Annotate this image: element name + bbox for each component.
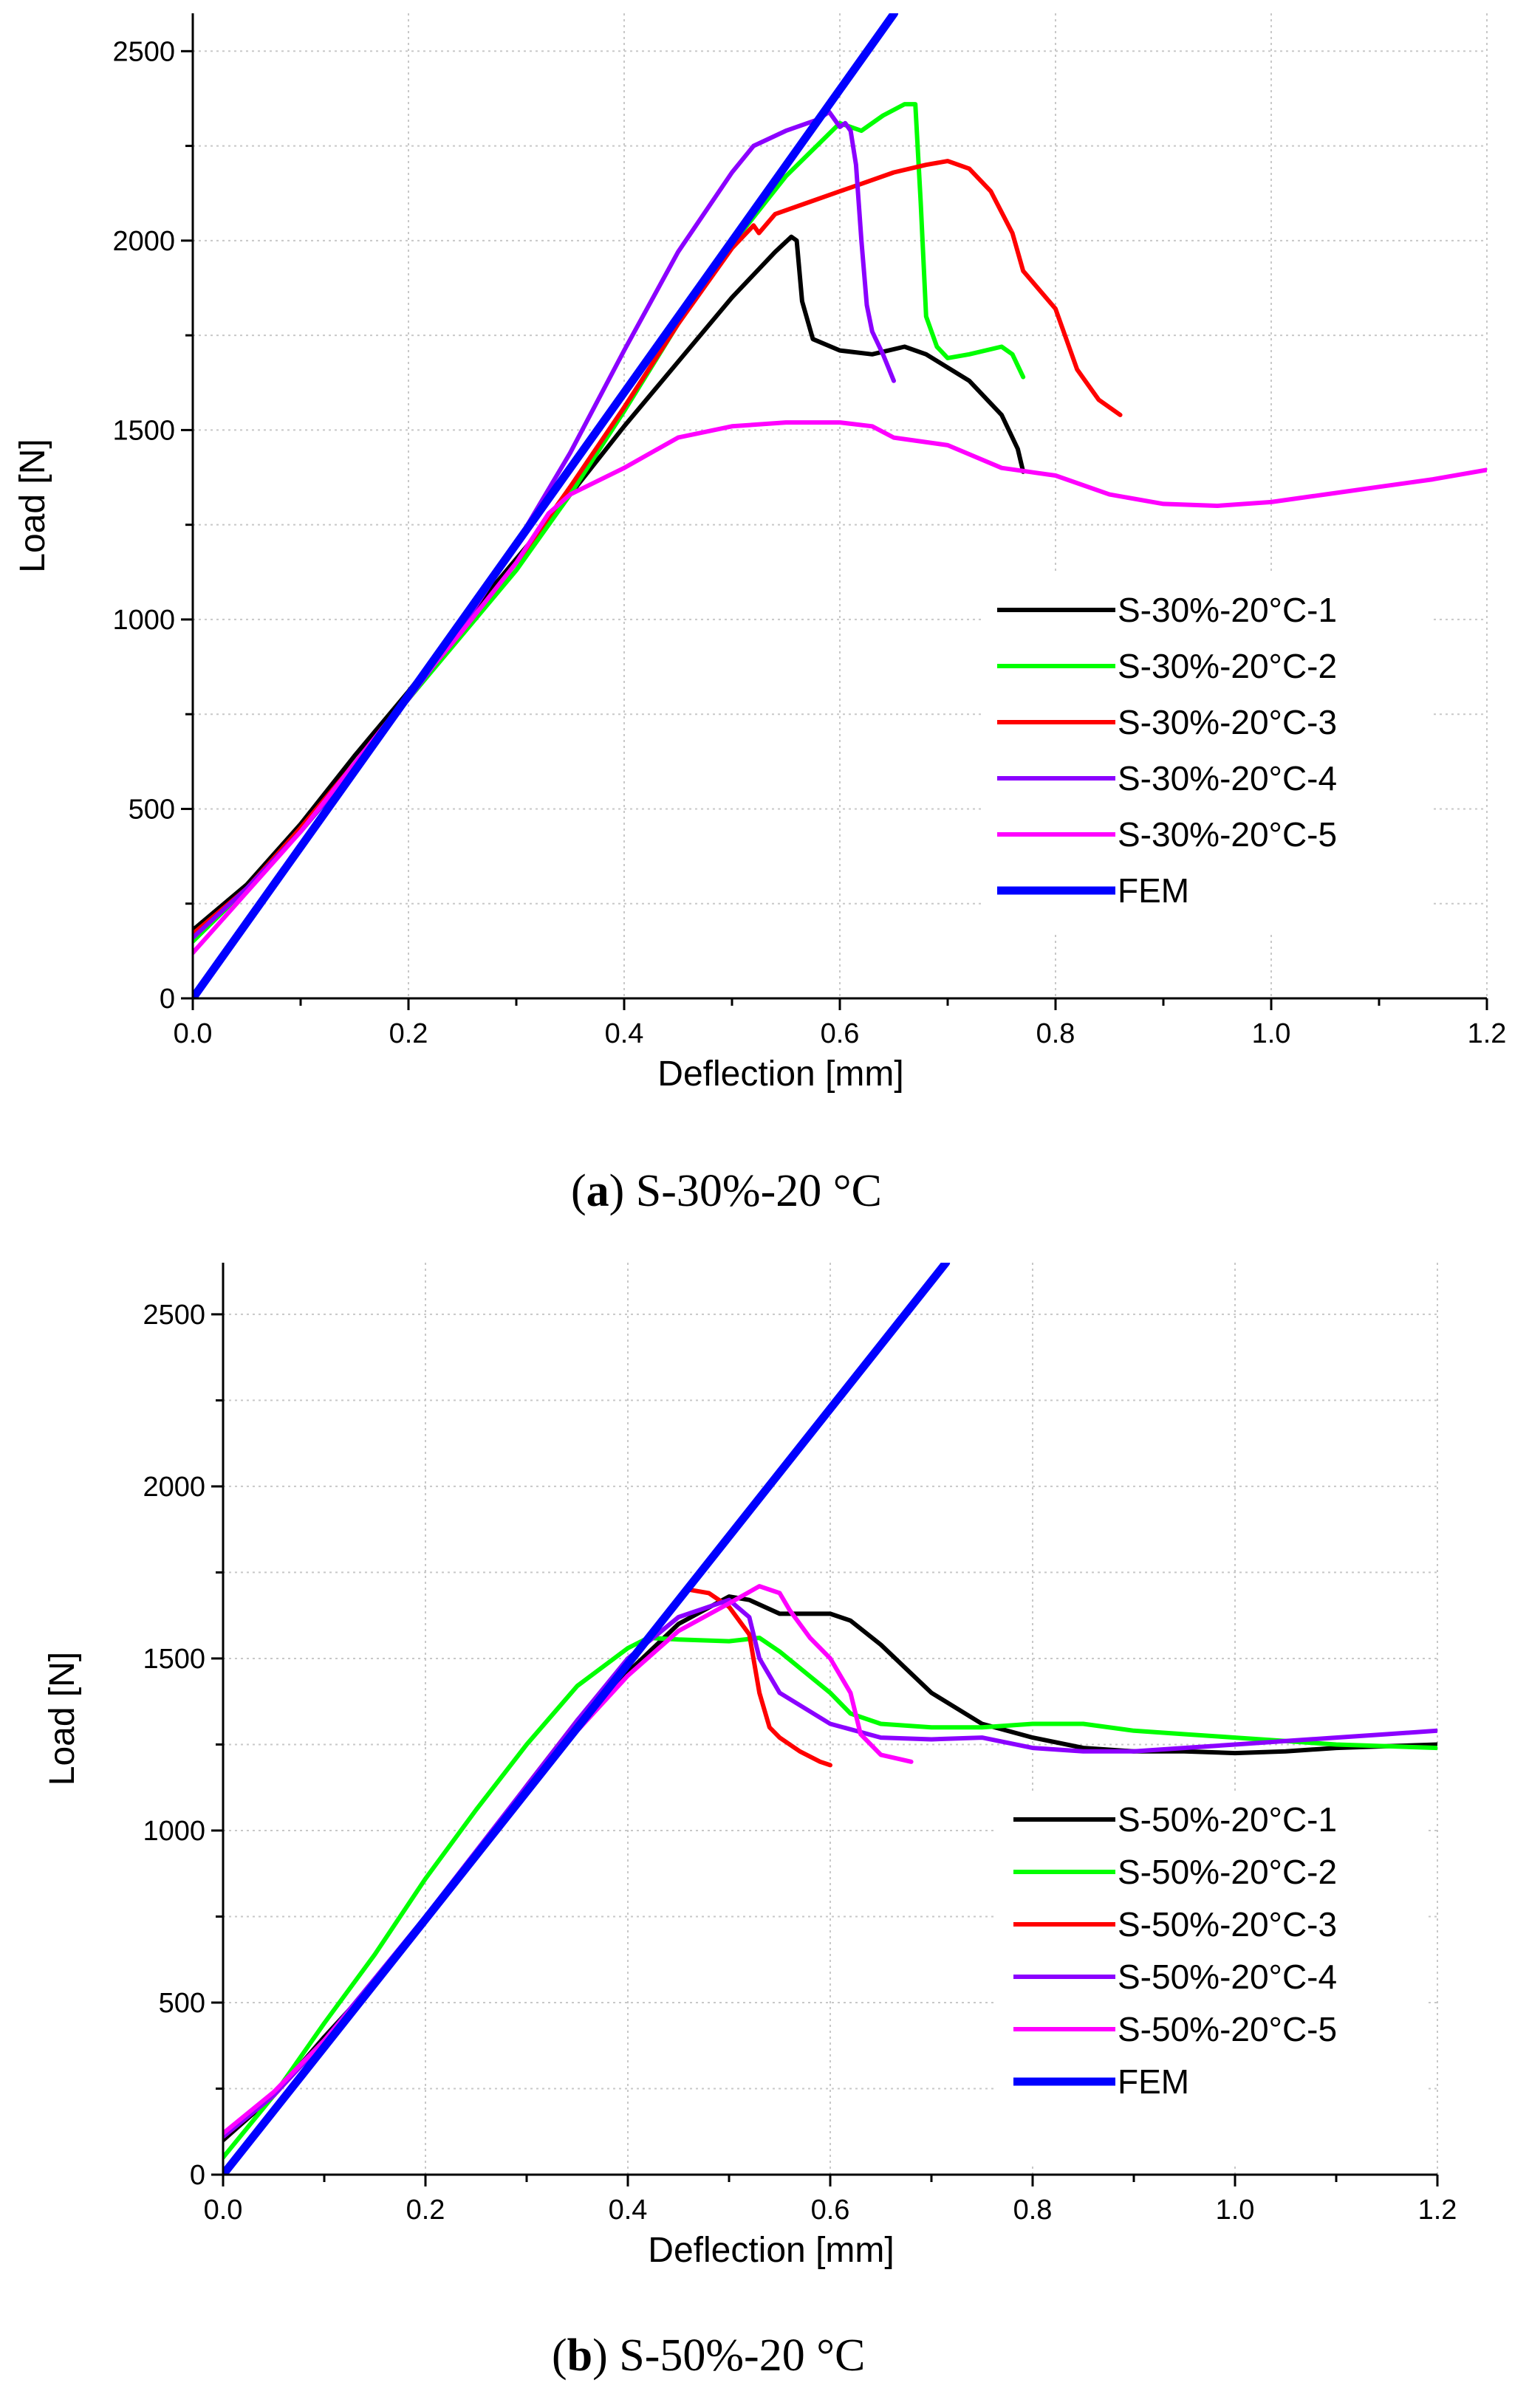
chart-b-caption-letter: b (567, 2330, 592, 2381)
chart-a-caption-letter: a (586, 1166, 609, 1216)
chart-a-legend-label: S-30%-20°C-1 (1118, 591, 1337, 629)
chart-b-legend-label: S-50%-20°C-2 (1118, 1853, 1337, 1891)
chart-a-x-tick-label: 0.2 (389, 1018, 428, 1049)
chart-a-y-tick-label: 0 (160, 984, 175, 1015)
chart-b-x-tick-label: 0.6 (811, 2195, 850, 2226)
chart-b-x-tick-label: 1.0 (1216, 2195, 1255, 2226)
chart-b-legend-label: S-50%-20°C-4 (1118, 1958, 1337, 1996)
chart-b-series-2 (223, 1636, 1437, 2160)
chart-a-series-2 (193, 102, 1026, 944)
chart-a-y-tick-label: 2500 (112, 36, 175, 67)
chart-b-caption: (b) S-50%-20 °C (552, 2330, 865, 2381)
chart-a-series-group (193, 13, 1487, 998)
chart-b-x-tick-label: 1.2 (1418, 2195, 1457, 2226)
chart-b-y-tick-label: 0 (190, 2160, 205, 2191)
chart-a-y-tick-label: 1500 (112, 415, 175, 446)
chart-b-x-tick-label: 0.4 (609, 2195, 648, 2226)
chart-b-legend: S-50%-20°C-1 S-50%-20°C-2 S-50%-20°C-3 S-50… (997, 1791, 1426, 2165)
chart-a-x-tick-label: 0.6 (821, 1018, 860, 1049)
chart-a-x-tick-label: 0.4 (605, 1018, 644, 1049)
chart-a-legend-label: FEM (1118, 871, 1189, 910)
chart-b-series-fem (223, 1263, 951, 2175)
chart-a-y-tick-label: 500 (129, 794, 175, 825)
chart-a-x-tick-label: 0.0 (174, 1018, 213, 1049)
chart-b-x-tick-label: 0.0 (204, 2195, 243, 2226)
chart-b: 0.0 0.2 0.4 0.6 0.8 1.0 1.2 0 500 1000 1500 2000 250… (43, 1263, 1457, 2381)
chart-a-gridlines (193, 13, 1488, 998)
chart-a-series-fem (193, 13, 899, 998)
chart-b-y-tick-label: 2000 (143, 1472, 205, 1503)
chart-b-legend-label: S-50%-20°C-1 (1118, 1800, 1337, 1839)
chart-b-x-tick-label: 0.2 (406, 2195, 445, 2226)
chart-a-x-tick-label: 0.8 (1036, 1018, 1075, 1049)
chart-a-caption-text: ) S-30%-20 °C (609, 1166, 882, 1216)
chart-a-x-tick-label: 1.0 (1252, 1018, 1291, 1049)
chart-b-y-axis-title: Load [N] (43, 1652, 82, 1786)
chart-b-caption-open: ( (552, 2330, 567, 2381)
chart-a-legend-label: S-30%-20°C-5 (1118, 815, 1337, 854)
chart-a-legend-label: S-30%-20°C-3 (1118, 703, 1337, 741)
chart-a-caption-open: ( (571, 1166, 586, 1216)
chart-a-x-axis-title: Deflection [mm] (657, 1054, 903, 1094)
chart-b-x-axis-title: Deflection [mm] (648, 2231, 894, 2270)
chart-b-series-group (223, 1263, 1437, 2175)
chart-b-y-tick-label: 1000 (143, 1816, 205, 1847)
chart-b-x-tick-label: 0.8 (1013, 2195, 1053, 2226)
chart-a-y-tick-label: 1000 (112, 605, 175, 636)
chart-a: 0.0 0.2 0.4 0.6 0.8 1.0 1.2 0 500 1000 1500 2000 250… (13, 13, 1506, 1216)
chart-a-caption: (a) S-30%-20 °C (571, 1166, 882, 1216)
chart-b-y-tick-label: 2500 (143, 1300, 205, 1331)
chart-a-y-tick-label: 2000 (112, 226, 175, 257)
chart-a-x-tick-label: 1.2 (1468, 1018, 1507, 1049)
chart-a-legend-label: S-30%-20°C-4 (1118, 759, 1337, 797)
chart-a-legend-label: S-30%-20°C-2 (1118, 647, 1337, 685)
chart-b-caption-text: ) S-50%-20 °C (592, 2330, 865, 2381)
chart-b-legend-label: S-50%-20°C-3 (1118, 1905, 1337, 1944)
chart-a-y-axis-title: Load [N] (13, 439, 52, 572)
chart-a-legend-box (981, 573, 1431, 933)
chart-a-legend: S-30%-20°C-1 S-30%-20°C-2 S-30%-20°C-3 S-30… (981, 573, 1431, 933)
chart-b-y-tick-label: 1500 (143, 1644, 205, 1675)
chart-b-series-5 (223, 1584, 914, 2136)
chart-b-y-tick-label: 500 (159, 1988, 205, 2019)
chart-b-legend-label: FEM (1118, 2062, 1189, 2101)
chart-b-legend-label: S-50%-20°C-5 (1118, 2010, 1337, 2048)
